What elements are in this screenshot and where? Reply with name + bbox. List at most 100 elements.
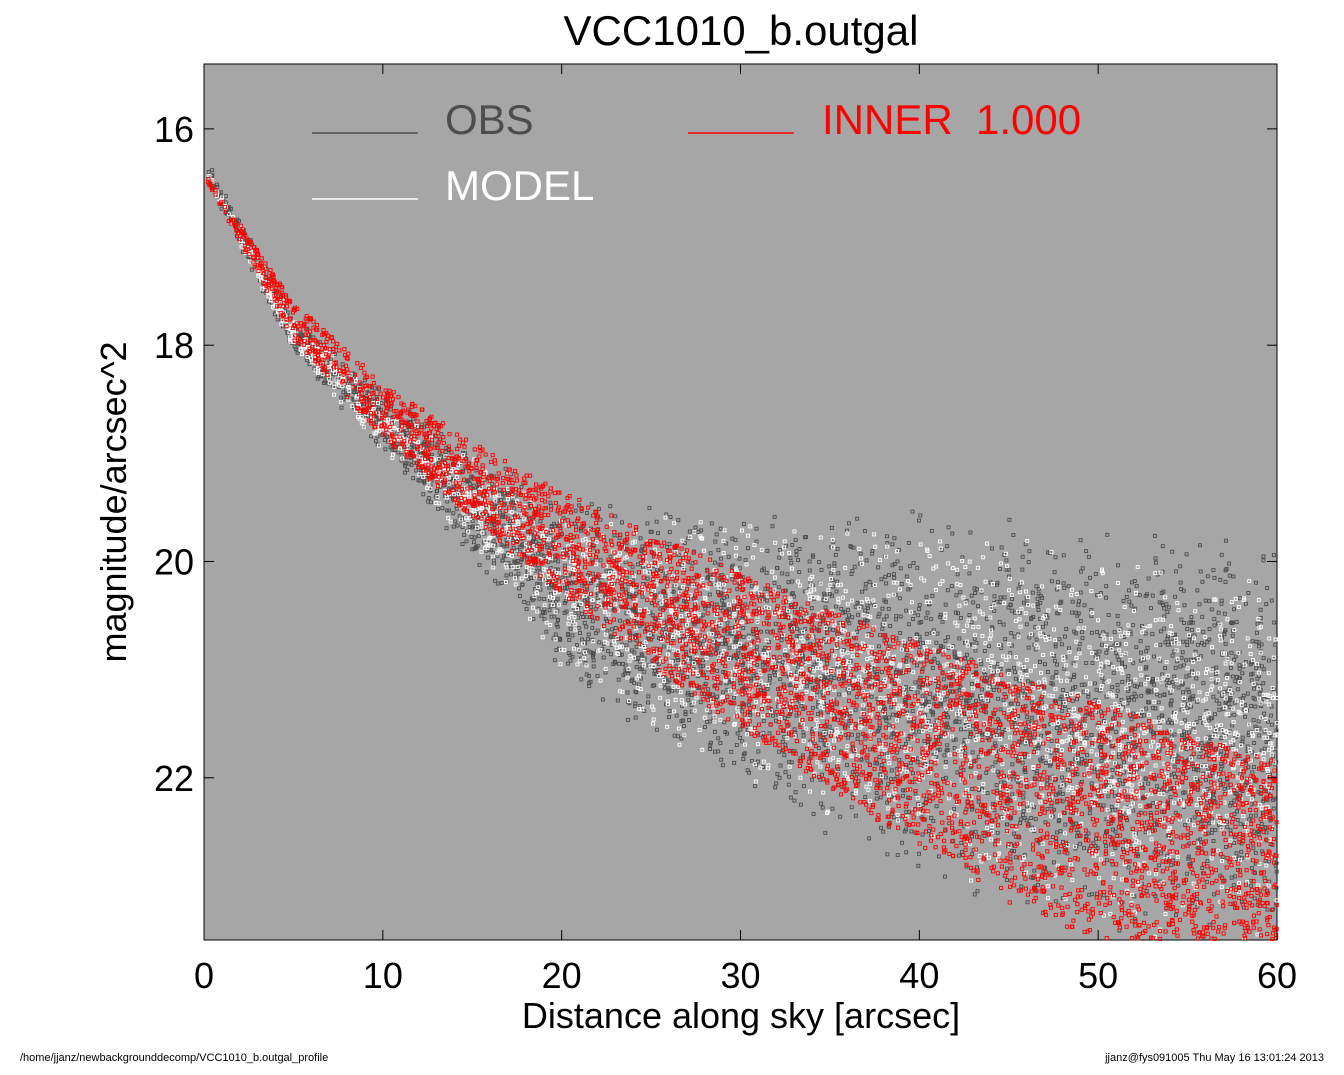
data-point [667, 530, 672, 535]
data-point [943, 874, 947, 879]
data-point [712, 729, 717, 734]
data-point [851, 545, 856, 550]
data-point [445, 499, 450, 504]
data-point [790, 543, 795, 547]
data-point [839, 606, 844, 611]
data-point [823, 830, 828, 835]
data-point [1070, 698, 1075, 703]
data-point [625, 690, 630, 695]
data-point [801, 753, 805, 758]
data-point [809, 606, 814, 611]
data-point [913, 680, 918, 685]
data-point [1211, 839, 1216, 843]
data-point [676, 518, 681, 523]
data-point [877, 755, 882, 759]
data-point [987, 644, 991, 649]
data-point [1235, 817, 1240, 822]
data-point [1162, 606, 1167, 611]
data-point [917, 851, 921, 856]
data-point [656, 531, 661, 536]
data-point [1021, 809, 1026, 814]
data-point [1020, 554, 1025, 559]
data-point [1024, 818, 1029, 823]
data-point [464, 539, 469, 544]
data-point [1245, 691, 1250, 696]
data-point [373, 438, 378, 443]
data-point [721, 602, 726, 607]
data-point [1060, 799, 1065, 804]
data-point [573, 508, 578, 513]
data-point [716, 736, 721, 741]
data-point [707, 592, 712, 597]
data-point [976, 799, 981, 804]
data-point [1235, 809, 1239, 814]
data-point [646, 663, 651, 668]
data-point [462, 532, 467, 537]
data-point [1052, 653, 1057, 658]
data-point [1053, 644, 1058, 649]
data-point [904, 810, 909, 814]
data-point [1105, 532, 1110, 537]
data-point [1129, 717, 1134, 722]
data-point [1139, 693, 1144, 698]
data-point [715, 668, 720, 673]
data-point [924, 594, 929, 599]
data-point [634, 664, 639, 669]
data-point [1049, 579, 1054, 584]
data-point [1113, 829, 1118, 834]
data-point [756, 749, 761, 754]
data-point [1225, 780, 1230, 785]
data-point [492, 578, 497, 583]
data-point [867, 836, 872, 841]
data-point [1021, 795, 1026, 800]
data-point [676, 552, 681, 557]
data-point [1053, 899, 1058, 904]
data-point [780, 739, 785, 744]
data-point [1265, 586, 1270, 590]
chart-title: VCC1010_b.outgal [564, 7, 919, 54]
data-point [952, 807, 956, 811]
data-point [1020, 567, 1025, 572]
data-point [1114, 650, 1119, 655]
data-point [1149, 606, 1153, 611]
data-point [1119, 698, 1124, 703]
data-point [1088, 575, 1092, 580]
data-point [957, 636, 962, 641]
data-point [215, 182, 219, 187]
data-point [1077, 641, 1082, 646]
data-point [749, 676, 754, 681]
data-point [613, 625, 618, 630]
data-point [1018, 821, 1023, 826]
data-point [778, 547, 782, 552]
data-point [1124, 594, 1129, 599]
data-point [1172, 649, 1177, 654]
data-point [942, 697, 947, 702]
data-point [517, 593, 522, 598]
data-point [587, 673, 591, 678]
data-point [1194, 676, 1199, 681]
data-point [1051, 860, 1056, 865]
data-point [1044, 621, 1048, 626]
data-point [1183, 718, 1187, 723]
data-point [723, 698, 728, 703]
data-point [974, 641, 979, 646]
data-point [714, 532, 719, 537]
data-point [727, 645, 732, 650]
data-point [1207, 637, 1212, 642]
data-point [1252, 686, 1256, 691]
data-point [1002, 595, 1007, 600]
data-point [1110, 768, 1115, 772]
data-point [872, 603, 877, 608]
data-point [1185, 706, 1190, 711]
data-point [1060, 775, 1064, 780]
data-point [1240, 671, 1245, 676]
data-point [708, 740, 713, 745]
data-point [1232, 840, 1237, 845]
data-point [1170, 721, 1174, 726]
data-point [605, 628, 610, 633]
data-point [999, 814, 1004, 819]
data-point [634, 690, 639, 695]
data-point [1082, 885, 1087, 890]
data-point [1127, 599, 1132, 604]
data-point [1027, 549, 1032, 554]
